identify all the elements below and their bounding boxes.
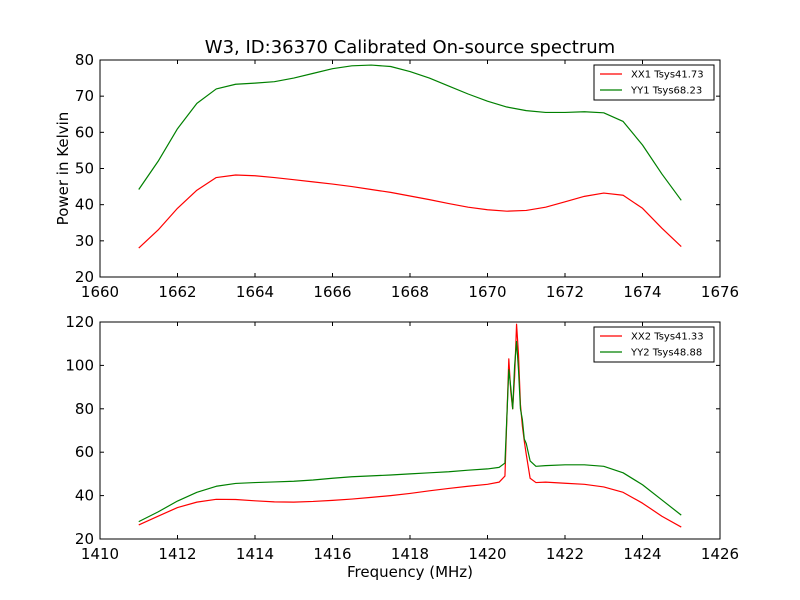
bottom-ytick-label: 20 [75, 530, 94, 548]
top-ytick-label: 50 [75, 160, 94, 178]
bottom-series-layer [138, 323, 682, 528]
bottom-xtick-label: 1418 [391, 545, 429, 563]
bottom-legend-label-yy2: YY2 Tsys48.88 [630, 348, 702, 359]
top-ylabel: Power in Kelvin [54, 112, 72, 226]
top-ytick-label: 70 [75, 87, 94, 105]
top-legend: XX1 Tsys41.73 YY1 Tsys68.23 [593, 64, 715, 101]
bottom-xtick-label: 1416 [313, 545, 351, 563]
top-ytick-label: 60 [75, 123, 94, 141]
bottom-xtick-label: 1422 [546, 545, 584, 563]
top-subplot: 1660 1662 1664 1666 1668 1670 1672 1674 1676 20 30… [54, 51, 739, 301]
bottom-xtick-label: 1424 [623, 545, 661, 563]
bottom-legend: XX2 Tsys41.33 YY2 Tsys48.88 [593, 326, 715, 363]
bottom-ytick-label: 100 [65, 356, 94, 374]
bottom-xtick-label: 1414 [236, 545, 274, 563]
top-xtick-label: 1674 [623, 283, 661, 301]
top-xtick-label: 1664 [236, 283, 274, 301]
bottom-ytick-label: 60 [75, 443, 94, 461]
top-xtick-label: 1662 [158, 283, 196, 301]
top-series-layer [138, 64, 682, 249]
bottom-ytick-label: 40 [75, 487, 94, 505]
top-ytick-label: 30 [75, 232, 94, 250]
top-series-line-2 [138, 64, 682, 201]
bottom-ytick-label: 120 [65, 313, 94, 331]
bottom-xlabel: Frequency (MHz) [347, 563, 473, 581]
bottom-series-line-2 [138, 340, 682, 523]
top-xtick-label: 1672 [546, 283, 584, 301]
bottom-subplot: 1410 1412 1414 1416 1418 1420 1422 1424 1426 20 40… [65, 313, 739, 581]
top-xtick-label: 1660 [81, 283, 119, 301]
top-legend-label-xx1: XX1 Tsys41.73 [631, 70, 704, 81]
top-ticks-layer: 1660 1662 1664 1666 1668 1670 1672 1674 1676 20 30… [75, 51, 739, 301]
bottom-xtick-label: 1426 [701, 545, 739, 563]
bottom-series-line-1 [138, 323, 682, 528]
top-xtick-label: 1670 [468, 283, 506, 301]
bottom-xtick-label: 1412 [158, 545, 196, 563]
top-xtick-label: 1666 [313, 283, 351, 301]
top-xtick-label: 1676 [701, 283, 739, 301]
bottom-xtick-label: 1410 [81, 545, 119, 563]
top-ytick-label: 20 [75, 268, 94, 286]
bottom-xtick-label: 1420 [468, 545, 506, 563]
top-xtick-label: 1668 [391, 283, 429, 301]
top-legend-box [593, 64, 715, 101]
top-series-line-1 [138, 174, 682, 249]
bottom-legend-label-xx2: XX2 Tsys41.33 [631, 332, 704, 343]
top-ytick-label: 80 [75, 51, 94, 69]
figure-title: W3, ID:36370 Calibrated On-source spectr… [205, 37, 615, 58]
bottom-ytick-label: 80 [75, 400, 94, 418]
bottom-legend-box [593, 326, 715, 363]
top-ytick-label: 40 [75, 196, 94, 214]
bottom-ticks-layer: 1410 1412 1414 1416 1418 1420 1422 1424 1426 20 40… [65, 313, 739, 563]
top-legend-label-yy1: YY1 Tsys68.23 [630, 86, 702, 97]
